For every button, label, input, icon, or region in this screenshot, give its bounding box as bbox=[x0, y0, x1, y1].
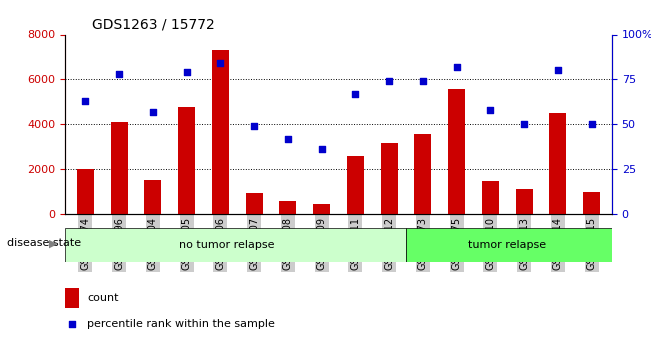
Bar bbox=[111, 122, 128, 214]
Text: no tumor relapse: no tumor relapse bbox=[180, 240, 275, 250]
Text: disease state: disease state bbox=[7, 238, 81, 248]
Point bbox=[215, 60, 226, 66]
Bar bbox=[65, 228, 406, 262]
Bar bbox=[77, 169, 94, 214]
Point bbox=[384, 78, 395, 84]
Bar bbox=[245, 193, 262, 214]
Bar bbox=[406, 228, 612, 262]
Bar bbox=[313, 204, 330, 214]
Bar bbox=[65, 288, 79, 308]
Text: ▶: ▶ bbox=[49, 238, 57, 248]
Point bbox=[350, 91, 361, 97]
Point bbox=[519, 121, 529, 127]
Bar bbox=[145, 180, 161, 214]
Bar bbox=[381, 143, 398, 214]
Point bbox=[114, 71, 124, 77]
Bar bbox=[583, 192, 600, 214]
Bar bbox=[212, 50, 229, 214]
Text: percentile rank within the sample: percentile rank within the sample bbox=[87, 319, 275, 329]
Point bbox=[485, 107, 495, 112]
Point bbox=[182, 69, 192, 75]
Bar bbox=[415, 134, 432, 214]
Text: count: count bbox=[87, 293, 118, 303]
Point bbox=[148, 109, 158, 115]
Point bbox=[587, 121, 597, 127]
Bar bbox=[482, 181, 499, 214]
Point bbox=[249, 123, 259, 129]
Bar bbox=[347, 156, 364, 214]
Bar bbox=[516, 189, 533, 214]
Text: tumor relapse: tumor relapse bbox=[468, 240, 546, 250]
Bar bbox=[178, 107, 195, 214]
Point bbox=[283, 136, 293, 141]
Point bbox=[553, 68, 563, 73]
Text: GDS1263 / 15772: GDS1263 / 15772 bbox=[92, 18, 215, 32]
Point bbox=[451, 64, 462, 70]
Bar bbox=[279, 201, 296, 214]
Point bbox=[393, 182, 404, 188]
Point bbox=[316, 147, 327, 152]
Bar bbox=[549, 113, 566, 214]
Point bbox=[80, 98, 90, 104]
Point bbox=[418, 78, 428, 84]
Bar bbox=[449, 89, 465, 214]
